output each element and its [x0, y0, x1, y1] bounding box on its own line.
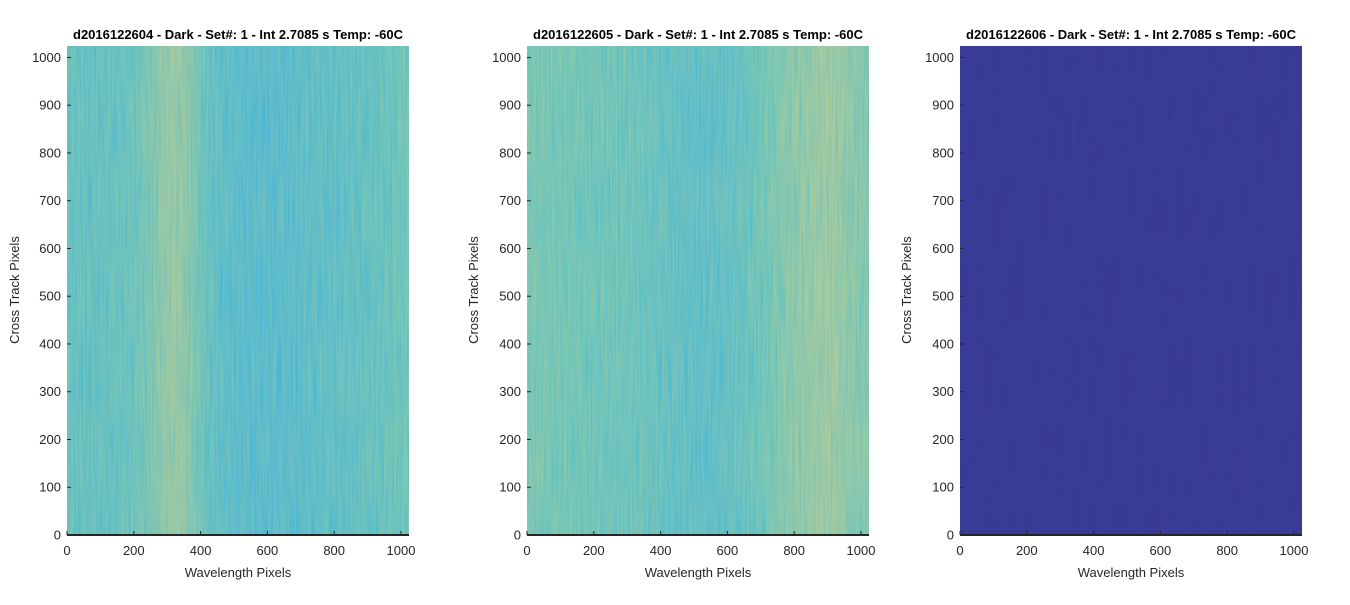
panel-1-y-tick-label: 500: [39, 289, 61, 304]
panel-2-y-tick-label: 700: [499, 193, 521, 208]
panel-3-y-ticks: 0 100 200 300 400 500 600 700 800 900 1000: [925, 50, 964, 543]
panel-3-y-tick-label: 1000: [925, 50, 954, 65]
panel-2-x-tick-label: 600: [717, 543, 739, 558]
panel-1-y-tick-label: 400: [39, 336, 61, 351]
panel-3-x-tick-label: 200: [1016, 543, 1038, 558]
panel-3-y-tick-label: 500: [932, 289, 954, 304]
panel-2-y-tick-label: 1000: [492, 50, 521, 65]
panel-1-y-tick-label: 300: [39, 384, 61, 399]
panel-3-y-tick-label: 100: [932, 480, 954, 495]
panel-1-x-tick-label: 600: [257, 543, 279, 558]
panel-2-x-tick-label: 400: [650, 543, 672, 558]
panel-3-y-axis-label: Cross Track Pixels: [899, 236, 914, 344]
panel-1-y-tick-label: 900: [39, 98, 61, 113]
panel-3-x-tick-label: 800: [1216, 543, 1238, 558]
panel-2-x-tick-label: 1000: [847, 543, 876, 558]
panel-2-y-tick-label: 200: [499, 432, 521, 447]
panel-1-x-ticks: 0 200 400 600 800 1000: [63, 531, 415, 558]
panel-2-x-tick-label: 800: [783, 543, 805, 558]
panel-2-y-tick-label: 600: [499, 241, 521, 256]
panel-2-y-axis-label: Cross Track Pixels: [466, 236, 481, 344]
panel-1-y-tick-label: 100: [39, 480, 61, 495]
panel-3-noise-layer: [960, 46, 1302, 535]
panel-3-y-tick-label: 0: [947, 528, 954, 543]
panel-2-y-tick-label: 0: [514, 528, 521, 543]
panel-3-x-axis-label: Wavelength Pixels: [1078, 565, 1185, 580]
panel-1-x-axis-label: Wavelength Pixels: [185, 565, 292, 580]
panel-3-x-tick-label: 600: [1150, 543, 1172, 558]
panel-3-x-ticks: 0 200 400 600 800 1000: [956, 531, 1308, 558]
panel-2: d2016122605 - Dark - Set#: 1 - Int 2.708…: [466, 27, 875, 580]
panel-3: d2016122606 - Dark - Set#: 1 - Int 2.708…: [899, 27, 1308, 580]
panel-1-y-tick-label: 0: [54, 528, 61, 543]
panel-1-x-tick-label: 400: [190, 543, 212, 558]
panel-1-y-tick-label: 600: [39, 241, 61, 256]
panel-1-y-tick-label: 1000: [32, 50, 61, 65]
panel-3-y-tick-label: 900: [932, 98, 954, 113]
panel-3-y-tick-label: 600: [932, 241, 954, 256]
panel-1-y-axis-label: Cross Track Pixels: [7, 236, 22, 344]
panel-3-x-tick-label: 0: [956, 543, 963, 558]
panel-2-y-tick-label: 100: [499, 480, 521, 495]
panel-2-y-tick-label: 800: [499, 145, 521, 160]
panel-2-y-tick-label: 300: [499, 384, 521, 399]
panel-2-y-tick-label: 900: [499, 98, 521, 113]
panel-1-x-tick-label: 800: [323, 543, 345, 558]
panel-3-y-tick-label: 400: [932, 336, 954, 351]
panel-1-x-tick-label: 0: [63, 543, 70, 558]
panel-3-x-tick-label: 1000: [1280, 543, 1309, 558]
panel-2-noise-layer: [527, 46, 869, 535]
panel-2-x-ticks: 0 200 400 600 800 1000: [523, 531, 875, 558]
panel-1-y-ticks: 0 100 200 300 400 500 600 700 800 900 1000: [32, 50, 71, 543]
panel-2-x-axis-label: Wavelength Pixels: [645, 565, 752, 580]
panel-3-x-tick-label: 400: [1083, 543, 1105, 558]
panel-1-y-tick-label: 700: [39, 193, 61, 208]
panel-2-x-tick-label: 0: [523, 543, 530, 558]
panel-1-y-tick-label: 200: [39, 432, 61, 447]
panel-3-y-tick-label: 300: [932, 384, 954, 399]
panel-3-title: d2016122606 - Dark - Set#: 1 - Int 2.708…: [966, 27, 1297, 42]
panel-2-x-tick-label: 200: [583, 543, 605, 558]
panel-1-title: d2016122604 - Dark - Set#: 1 - Int 2.708…: [73, 27, 404, 42]
panel-2-title: d2016122605 - Dark - Set#: 1 - Int 2.708…: [533, 27, 864, 42]
panel-1-y-tick-label: 800: [39, 145, 61, 160]
panel-1: d2016122604 - Dark - Set#: 1 - Int 2.708…: [7, 27, 415, 580]
panel-3-y-tick-label: 200: [932, 432, 954, 447]
panel-1-noise-layer: [67, 46, 409, 535]
panel-1-x-tick-label: 200: [123, 543, 145, 558]
panel-2-y-tick-label: 400: [499, 336, 521, 351]
panel-3-y-tick-label: 800: [932, 145, 954, 160]
panel-1-x-tick-label: 1000: [387, 543, 416, 558]
panel-2-y-ticks: 0 100 200 300 400 500 600 700 800 900 1000: [492, 50, 531, 543]
panel-2-y-tick-label: 500: [499, 289, 521, 304]
panel-3-y-tick-label: 700: [932, 193, 954, 208]
